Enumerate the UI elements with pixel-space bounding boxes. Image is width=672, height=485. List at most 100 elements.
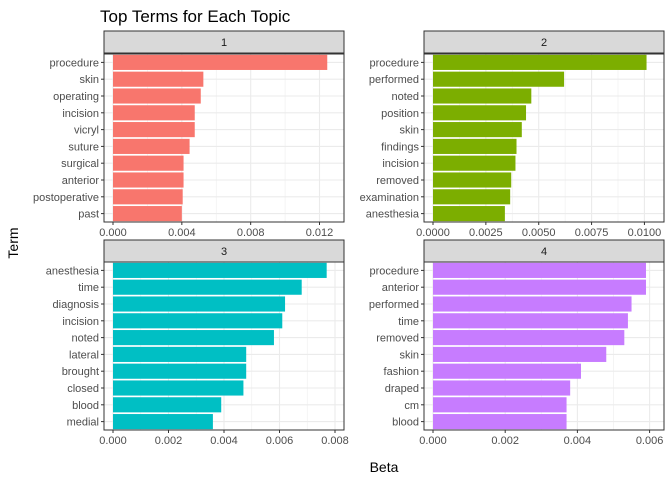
y-tick-label: medial — [67, 417, 99, 429]
bar-4-cm — [433, 397, 567, 413]
bar-1-vicryl — [113, 122, 195, 138]
y-tick-label: position — [381, 108, 419, 120]
y-tick-label: anterior — [62, 175, 100, 187]
bar-4-anterior — [433, 279, 646, 295]
y-tick-label: closed — [67, 383, 99, 395]
y-tick-label: past — [78, 209, 99, 221]
y-tick-label: suture — [68, 141, 99, 153]
x-tick-label: 0.0025 — [469, 227, 503, 239]
chart-title: Top Terms for Each Topic — [100, 7, 291, 26]
bar-1-surgical — [113, 155, 184, 171]
bar-2-procedure — [433, 54, 647, 70]
bar-2-findings — [433, 138, 517, 154]
y-tick-label: time — [398, 316, 419, 328]
x-tick-label: 0.000 — [99, 435, 127, 447]
bar-1-postoperative — [113, 189, 183, 205]
bar-1-operating — [113, 88, 201, 104]
bar-2-position — [433, 105, 527, 121]
y-tick-label: anesthesia — [46, 265, 100, 277]
x-tick-label: 0.006 — [266, 435, 294, 447]
bar-2-examination — [433, 189, 511, 205]
bar-2-removed — [433, 172, 512, 188]
bar-4-fashion — [433, 363, 581, 379]
facet-strip-label: 1 — [221, 37, 227, 49]
y-tick-label: noted — [391, 91, 419, 103]
bar-3-noted — [113, 330, 274, 346]
y-tick-label: anterior — [382, 282, 420, 294]
x-tick-label: 0.006 — [636, 435, 664, 447]
bar-3-medial — [113, 414, 213, 430]
y-tick-label: time — [78, 282, 99, 294]
facet-strip-label: 4 — [541, 246, 547, 258]
y-axis-title: Term — [5, 227, 21, 258]
panel-border — [103, 53, 345, 223]
y-tick-label: surgical — [61, 158, 99, 170]
bar-2-skin — [433, 122, 522, 138]
y-tick-label: performed — [369, 74, 419, 86]
bar-3-time — [113, 279, 302, 295]
facet-panel-3: 3 anesthesia time diagnosis incision noted lat… — [46, 239, 349, 447]
y-tick-label: draped — [385, 383, 419, 395]
x-tick-label: 0.000 — [99, 227, 127, 239]
x-tick-label: 0.002 — [491, 435, 519, 447]
x-tick-label: 0.0075 — [575, 227, 609, 239]
bar-4-time — [433, 313, 628, 329]
bar-3-blood — [113, 397, 222, 413]
x-tick-label: 0.012 — [306, 227, 334, 239]
panel-border — [423, 261, 665, 431]
x-tick-label: 0.004 — [564, 435, 592, 447]
bar-1-anterior — [113, 172, 184, 188]
bar-4-performed — [433, 296, 632, 312]
y-tick-label: findings — [381, 141, 419, 153]
bar-1-suture — [113, 138, 190, 154]
x-tick-label: 0.0050 — [522, 227, 556, 239]
facet-strip-label: 3 — [221, 246, 227, 258]
x-tick-label: 0.0100 — [628, 227, 662, 239]
y-tick-label: incision — [62, 316, 99, 328]
bar-3-anesthesia — [113, 262, 327, 278]
facet-strip — [423, 30, 665, 54]
bar-4-blood — [433, 414, 567, 430]
x-tick-label: 0.004 — [168, 227, 196, 239]
y-tick-label: noted — [71, 333, 99, 345]
bar-3-incision — [113, 313, 283, 329]
y-tick-label: blood — [72, 400, 99, 412]
facet-panels: 1 procedure skin operating incision vicryl sut… — [33, 30, 665, 447]
y-tick-label: fashion — [384, 366, 419, 378]
bar-1-past — [113, 206, 182, 222]
y-tick-label: incision — [382, 158, 419, 170]
y-tick-label: procedure — [369, 265, 419, 277]
y-tick-label: procedure — [49, 57, 99, 69]
y-tick-label: lateral — [69, 349, 99, 361]
y-tick-label: postoperative — [33, 192, 99, 204]
x-tick-label: 0.004 — [210, 435, 238, 447]
bar-1-procedure — [113, 54, 328, 70]
bar-4-removed — [433, 330, 625, 346]
y-tick-label: incision — [62, 108, 99, 120]
x-tick-label: 0.000 — [419, 435, 447, 447]
bar-3-closed — [113, 380, 244, 396]
bar-4-procedure — [433, 262, 646, 278]
bar-2-anesthesia — [433, 206, 505, 222]
bar-4-draped — [433, 380, 571, 396]
facet-strip — [103, 30, 345, 54]
y-tick-label: examination — [360, 192, 419, 204]
y-tick-label: blood — [392, 417, 419, 429]
facet-panel-1: 1 procedure skin operating incision vicryl sut… — [33, 30, 345, 239]
bar-1-incision — [113, 105, 195, 121]
y-tick-label: removed — [376, 333, 419, 345]
x-tick-label: 0.008 — [237, 227, 265, 239]
y-tick-label: skin — [399, 125, 419, 137]
facet-panel-4: 4 procedure anterior performed time removed sk… — [369, 239, 665, 447]
x-tick-label: 0.0000 — [416, 227, 450, 239]
y-tick-label: operating — [53, 91, 99, 103]
bar-3-lateral — [113, 346, 247, 362]
bar-1-skin — [113, 71, 204, 87]
bar-2-noted — [433, 88, 532, 104]
y-tick-label: cm — [404, 400, 419, 412]
x-tick-label: 0.008 — [321, 435, 349, 447]
bar-2-performed — [433, 71, 565, 87]
bar-4-skin — [433, 346, 607, 362]
